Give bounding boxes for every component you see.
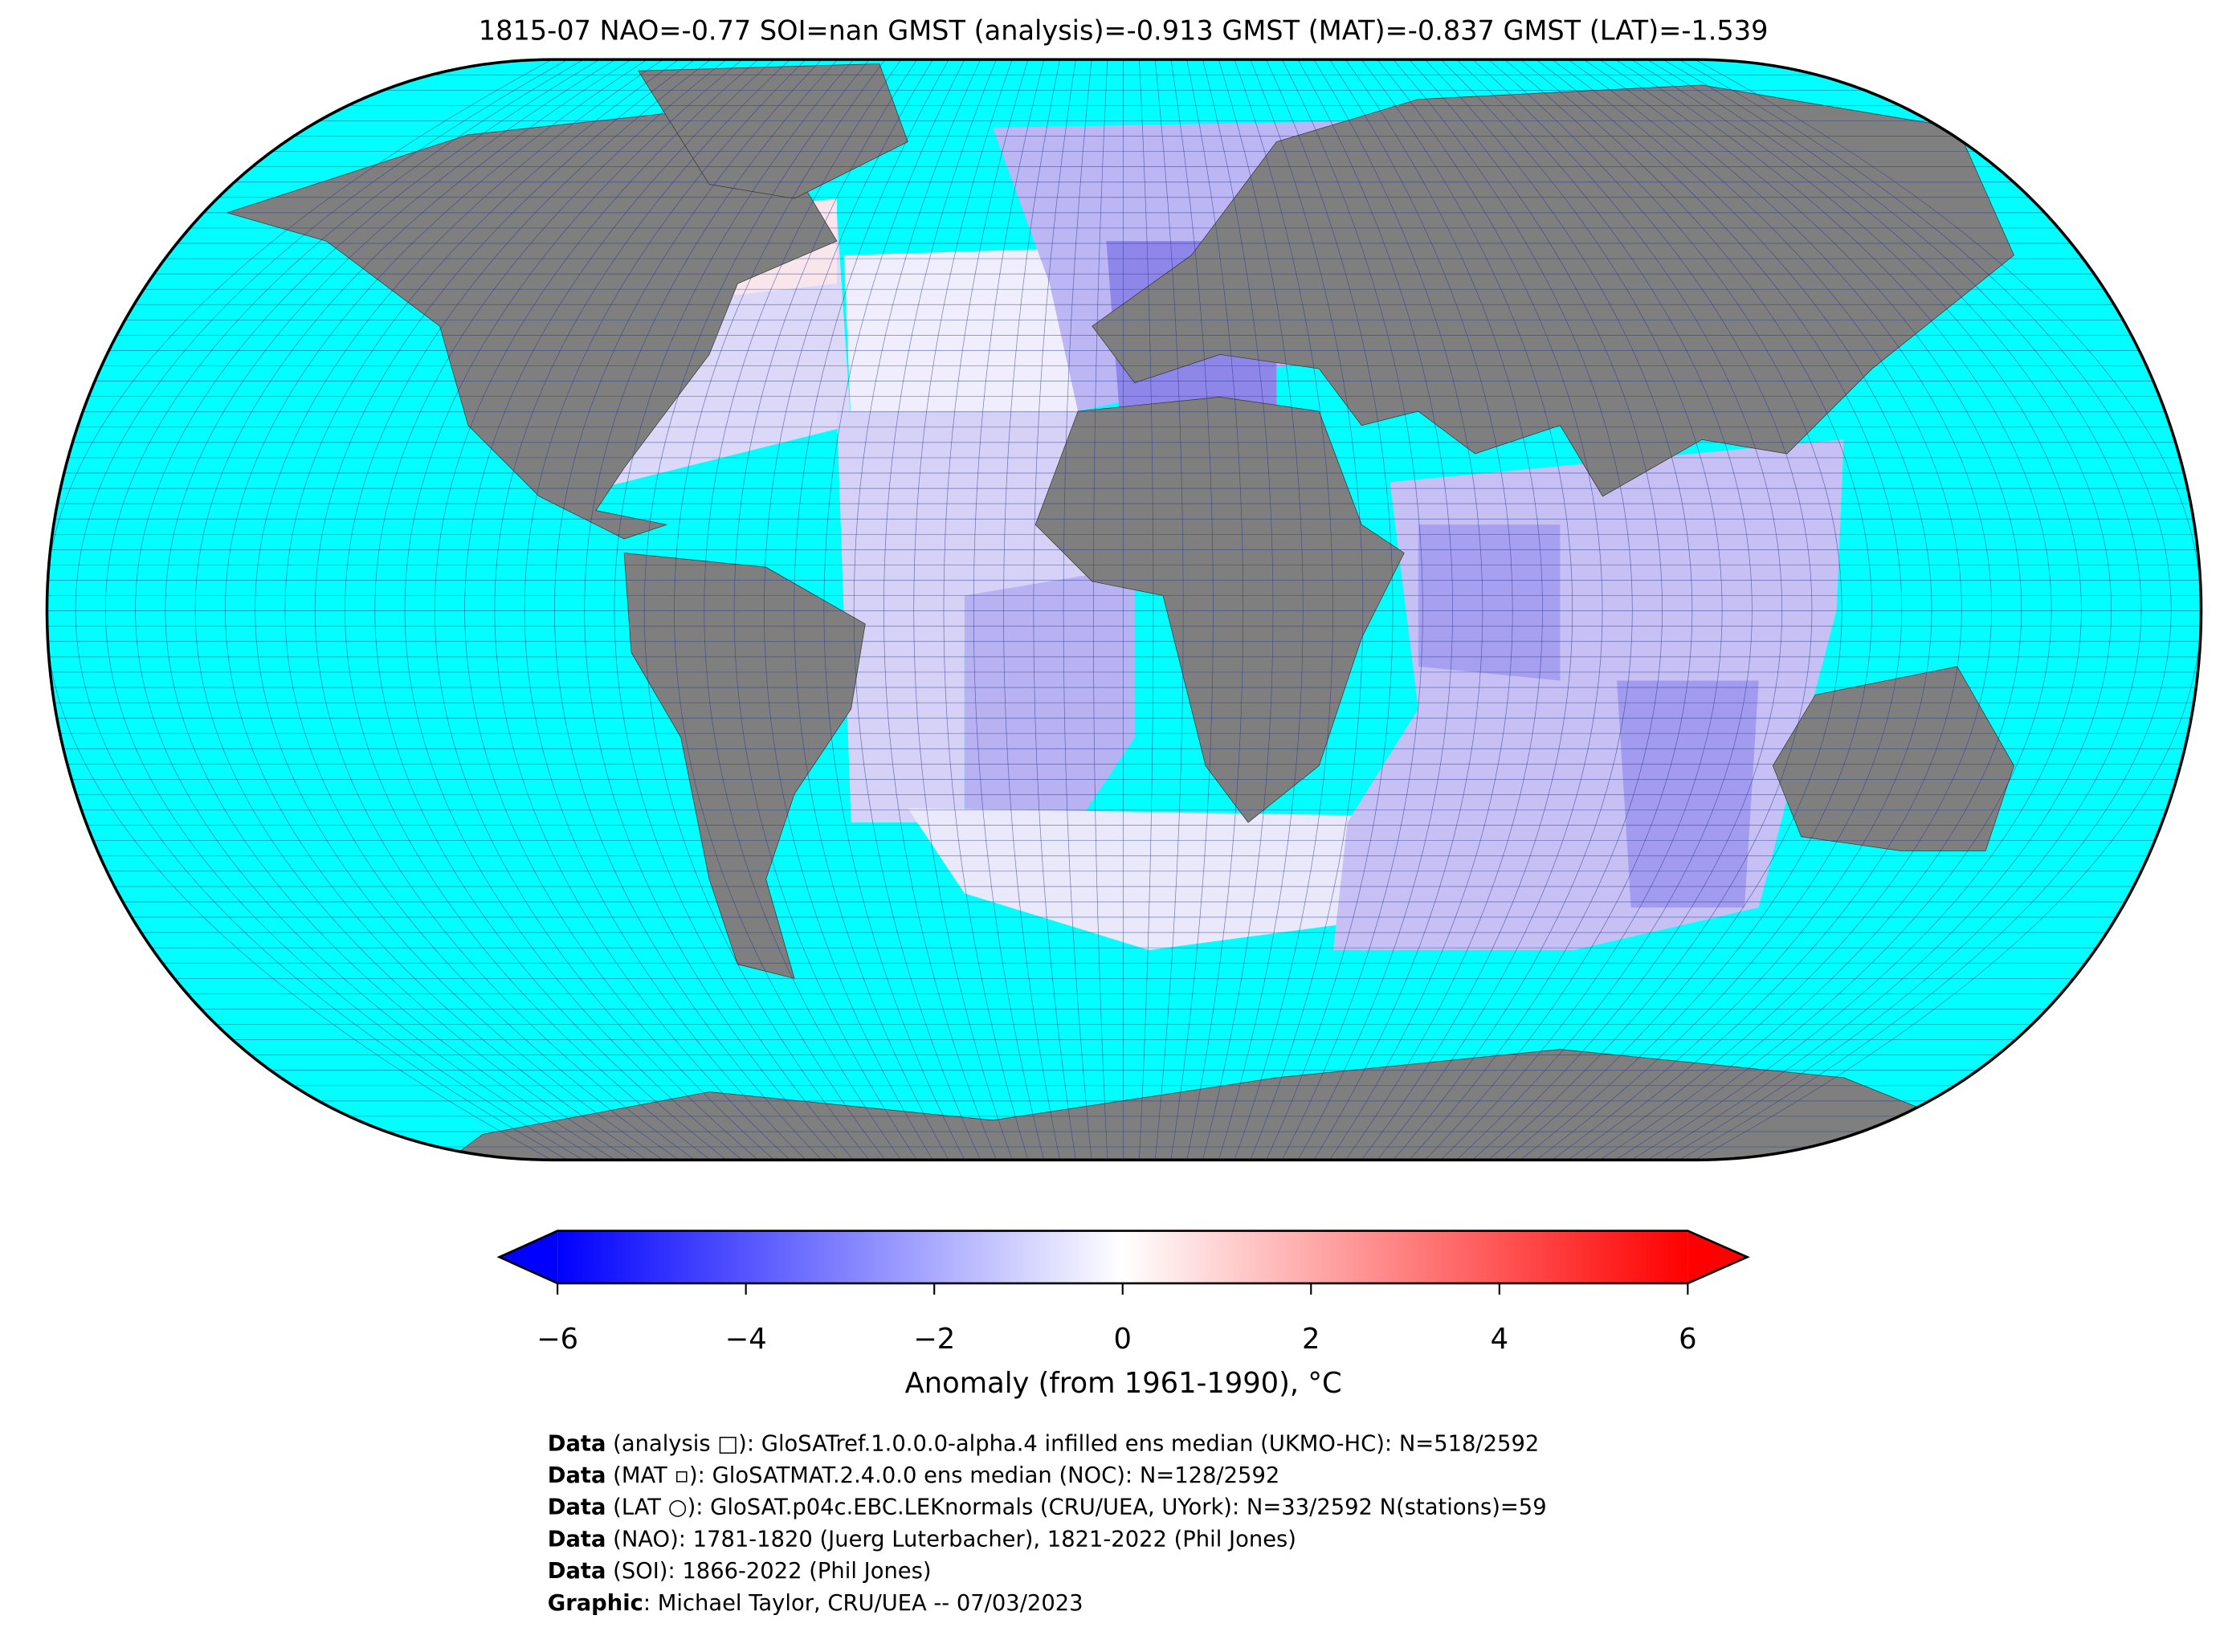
colorbar-tick-label: 6 [1679,1323,1696,1356]
credit-label: Data [548,1495,606,1520]
credit-text: (SOI): 1866-2022 (Phil Jones) [606,1559,931,1584]
colorbar-tick-label: −6 [537,1323,578,1356]
credit-line: Data (MAT ▫): GloSATMAT.2.4.0.0 ens medi… [548,1463,1280,1488]
colorbar-high-arrow [1687,1230,1748,1283]
credit-text: (analysis □): GloSATref.1.0.0.0-alpha.4 … [606,1431,1539,1456]
map [47,59,2202,1160]
graticule [47,59,2202,1160]
colorbar-label: Anomaly (from 1961-1990), °C [905,1367,1342,1400]
credit-line: Data (SOI): 1866-2022 (Phil Jones) [548,1559,932,1584]
colorbar-tick-label: 2 [1302,1323,1320,1356]
title: 1815-07 NAO=-0.77 SOI=nan GMST (analysis… [479,14,1769,46]
credit-label: Data [548,1431,606,1456]
credit-label: Data [548,1559,606,1584]
colorbar-scale [557,1230,1688,1283]
credit-text: (LAT ○): GloSAT.p04c.EBC.LEKnormals (CRU… [606,1495,1546,1520]
colorbar-tick-label: 0 [1114,1323,1132,1356]
credit-label: Data [548,1527,606,1552]
credit-label: Data [548,1463,606,1488]
colorbar: −6 −4 −2 0 2 4 6 Anomaly (from 1961-1990), °C [496,1230,1750,1400]
credit-line: Graphic: Michael Taylor, CRU/UEA -- 07/0… [548,1591,1083,1616]
colorbar-low-arrow [499,1230,558,1283]
land [226,63,2058,1160]
credit-line: Data (NAO): 1781-1820 (Juerg Luterbacher… [548,1527,1296,1552]
map-border [45,58,2203,1162]
colorbar-tick-label: −4 [725,1323,767,1356]
credit-label: Graphic [548,1591,643,1616]
credits: Data (analysis □): GloSATref.1.0.0.0-alp… [548,1431,1547,1616]
colorbar-tick-label: 4 [1491,1323,1508,1356]
colorbar-tick-label: −2 [913,1323,955,1356]
credit-line: Data (LAT ○): GloSAT.p04c.EBC.LEKnormals… [548,1495,1547,1520]
credit-line: Data (analysis □): GloSATref.1.0.0.0-alp… [548,1431,1540,1456]
credit-text: (NAO): 1781-1820 (Juerg Luterbacher), 18… [606,1527,1296,1552]
credit-text: : Michael Taylor, CRU/UEA -- 07/03/2023 [643,1591,1083,1616]
credit-text: (MAT ▫): GloSATMAT.2.4.0.0 ens median (N… [606,1463,1279,1488]
